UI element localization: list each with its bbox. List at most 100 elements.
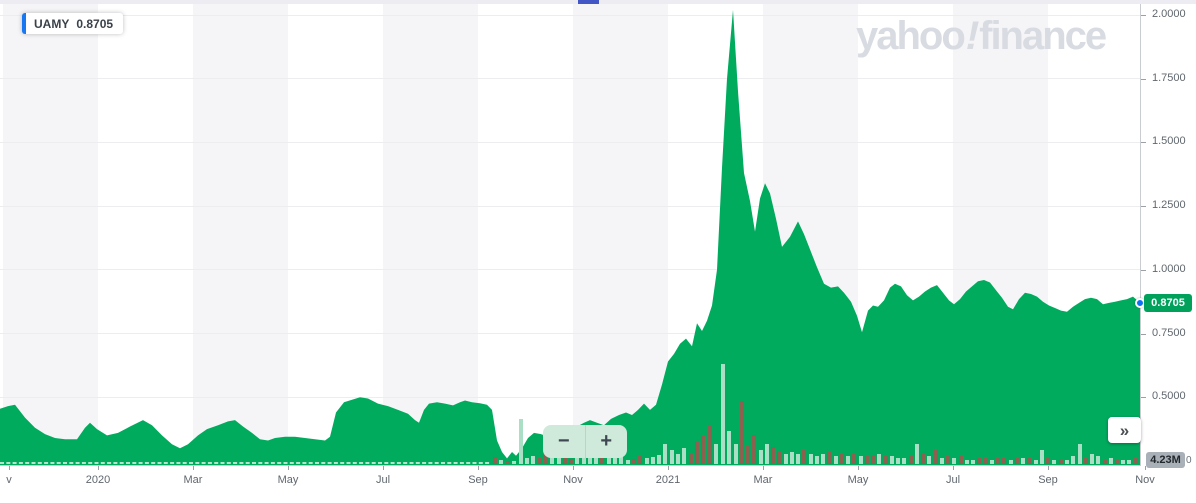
volume-baseline-dash [75, 462, 80, 464]
volume-baseline-dash [359, 462, 364, 464]
volume-bar [557, 458, 561, 464]
ticker-badge: UAMY 0.8705 [22, 13, 124, 34]
volume-bar [600, 453, 604, 464]
volume-bar [1103, 460, 1107, 464]
x-axis-label: May [847, 474, 869, 486]
volume-baseline-dash [113, 462, 118, 464]
volume-bar [746, 446, 750, 464]
volume-baseline-dash [151, 462, 156, 464]
volume-bar [984, 458, 988, 464]
volume-baseline-dash [226, 462, 231, 464]
x-axis-tick [478, 466, 479, 470]
volume-bar [871, 456, 875, 464]
volume-baseline-dash [37, 462, 42, 464]
y-axis-tick [1141, 269, 1146, 271]
volume-bar [708, 426, 712, 464]
volume-bar [588, 456, 592, 464]
volume-bar [934, 450, 938, 464]
y-axis-tick [1141, 142, 1146, 144]
volume-bar [990, 460, 994, 464]
volume-bar [834, 456, 838, 464]
volume-bar [971, 460, 975, 464]
volume-bar [563, 456, 567, 464]
x-axis-tick [1048, 466, 1049, 470]
volume-bar [802, 450, 806, 464]
ticker-symbol: UAMY [34, 16, 70, 31]
volume-bar [777, 452, 781, 464]
watermark-finance: finance [979, 14, 1107, 58]
loading-bar-thumb[interactable] [578, 0, 599, 4]
volume-baseline-dash [182, 462, 187, 464]
volume-bar [1065, 460, 1069, 464]
yahoo-finance-watermark: yahoo!finance [856, 14, 1107, 59]
volume-bar [959, 456, 963, 464]
x-axis-tick [763, 466, 764, 470]
volume-bar [1009, 460, 1013, 464]
y-axis-label: 0.5000 [1152, 390, 1186, 403]
volume-bar [1121, 460, 1125, 464]
volume-bar [965, 460, 969, 464]
volume-baseline-dash [138, 462, 143, 464]
zoom-in-button[interactable]: + [586, 425, 628, 458]
volume-bar [525, 458, 529, 464]
volume-bar [582, 453, 586, 464]
volume-baseline-dash [220, 462, 225, 464]
volume-bar [1127, 460, 1131, 464]
volume-bar [506, 461, 510, 464]
volume-baseline-dash [478, 462, 483, 464]
volume-bar [784, 454, 788, 464]
volume-bar [1040, 450, 1044, 464]
volume-bar [645, 458, 649, 464]
volume-baseline-dash [289, 462, 294, 464]
volume-bar [531, 456, 535, 464]
x-axis-label: 2020 [85, 474, 111, 486]
volume-bar [651, 457, 655, 464]
volume-baseline-dash [214, 462, 219, 464]
volume-baseline-dash [0, 462, 4, 464]
volume-baseline-dash [447, 462, 452, 464]
volume-baseline-dash [170, 462, 175, 464]
volume-bar [740, 401, 744, 464]
volume-bar [538, 458, 542, 464]
volume-bar [512, 461, 516, 464]
volume-baseline-dash [333, 462, 338, 464]
volume-baseline-dash [18, 462, 23, 464]
volume-baseline-dash [396, 462, 401, 464]
volume-baseline-dash [88, 462, 93, 464]
volume-bar [734, 444, 738, 464]
volume-bar [695, 442, 699, 464]
volume-bar [977, 458, 981, 464]
volume-bar [721, 364, 725, 464]
volume-bar [896, 458, 900, 464]
zoom-out-button[interactable]: − [543, 425, 585, 458]
y-axis-label: 0.7500 [1152, 326, 1186, 339]
volume-baseline-dash [252, 462, 256, 464]
zoom-controls: − + [543, 425, 627, 458]
volume-baseline-dash [132, 462, 137, 464]
volume-bar [544, 454, 548, 464]
volume-bar [689, 454, 693, 464]
volume-baseline-dash [365, 462, 370, 464]
expand-chevrons-button[interactable]: » [1108, 417, 1141, 443]
volume-bar [940, 458, 944, 464]
volume-baseline-dash [352, 462, 357, 464]
y-axis-tick [1141, 206, 1146, 208]
volume-baseline-dash [384, 462, 389, 464]
volume-bar [632, 459, 636, 464]
x-axis-tick [193, 466, 194, 470]
volume-baseline-dash [69, 462, 74, 464]
volume-bar [1021, 458, 1025, 464]
volume-baseline-dash [126, 462, 130, 464]
volume-bar [499, 460, 503, 464]
x-axis-tick [858, 466, 859, 470]
x-axis-label: Nov [1135, 474, 1155, 486]
volume-baseline-dash [428, 462, 433, 464]
volume-bar [902, 458, 906, 464]
x-axis-label: Nov [563, 474, 583, 486]
volume-baseline-dash [315, 462, 319, 464]
volume-bar [1071, 456, 1075, 464]
volume-baseline-dash [44, 462, 49, 464]
volume-bar [1002, 458, 1006, 464]
volume-baseline-dash [163, 462, 168, 464]
